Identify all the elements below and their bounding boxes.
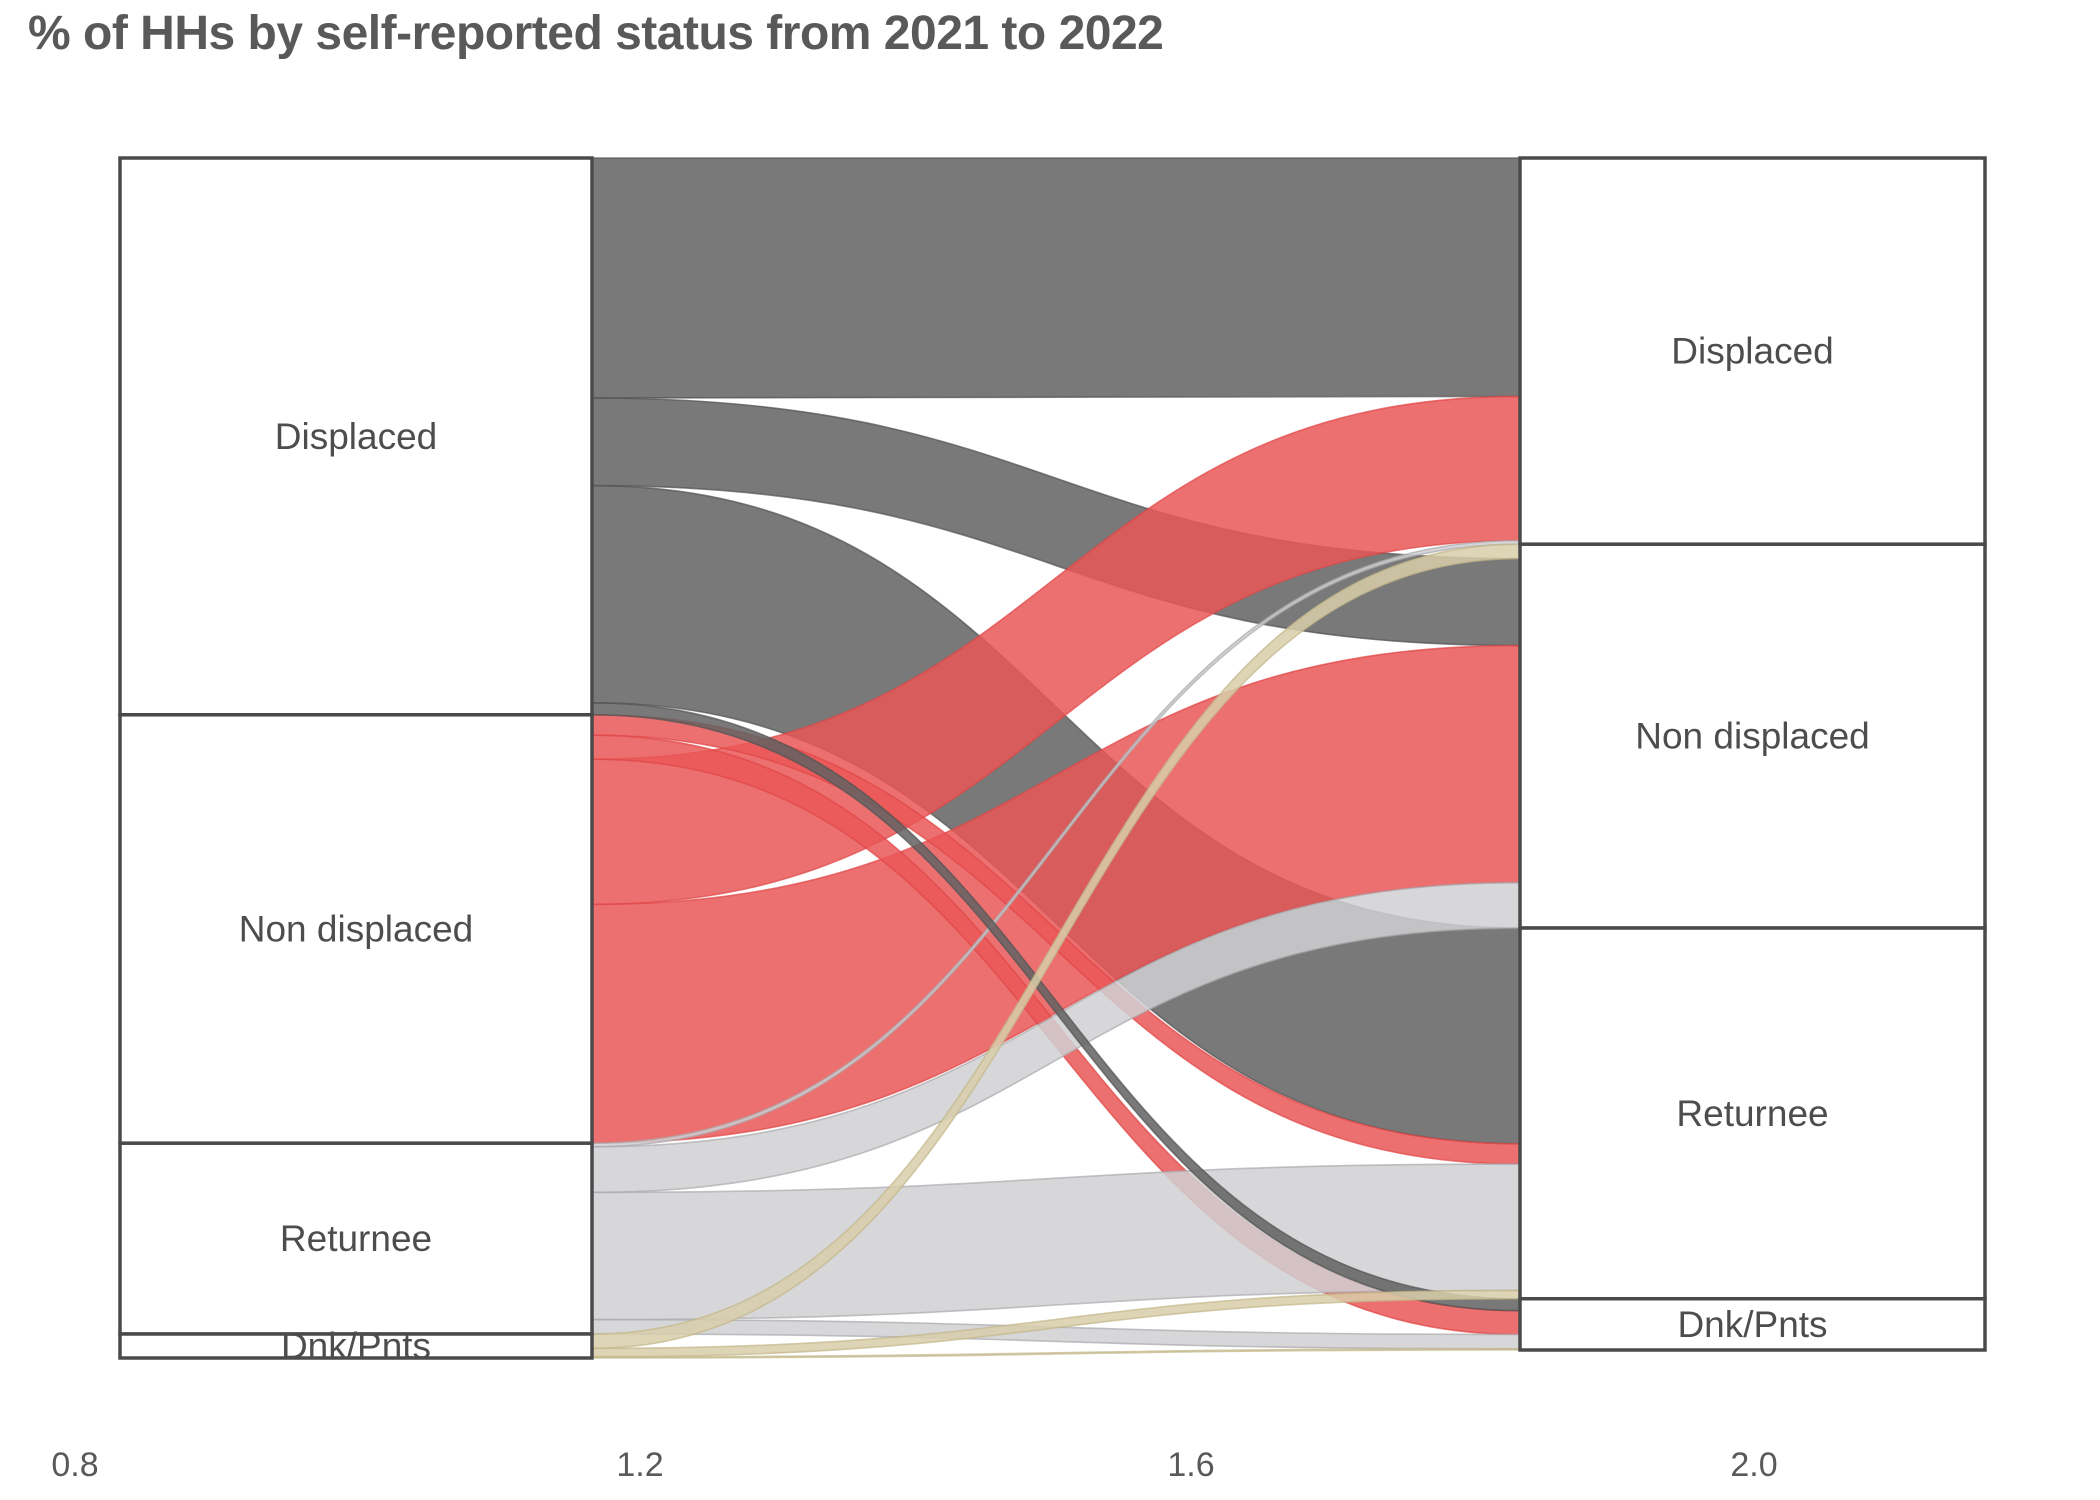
stratum-2022-returnee [1518,926,1987,1301]
stratum-label-2021-dnk-pnts: Dnk/Pnts [281,1326,431,1367]
x-axis-tick-0.8: 0.8 [51,1446,99,1484]
stratum-2021-non-displaced [118,713,594,1145]
x-axis-tick-2.0: 2.0 [1730,1446,1778,1484]
chart-title: % of HHs by self-reported status from 20… [28,7,1164,60]
stratum-label-2021-non-displaced: Non displaced [239,909,473,950]
stratum-label-2022-returnee: Returnee [1676,1093,1828,1134]
stratum-2022-dnk-pnts [1518,1296,1987,1352]
stratum-2022-displaced [1518,156,1987,546]
x-axis-tick-1.6: 1.6 [1167,1446,1215,1484]
stratum-label-2022-dnk-pnts: Dnk/Pnts [1677,1304,1827,1345]
stratum-label-2021-displaced: Displaced [275,416,437,457]
stratum-2021-returnee [118,1141,594,1336]
stratum-label-2021-returnee: Returnee [280,1218,432,1259]
x-axis-tick-1.2: 1.2 [616,1446,664,1484]
flow-displaced-to-displaced [591,157,1521,399]
stratum-label-2022-displaced: Displaced [1671,331,1833,372]
stratum-2022-non-displaced [1518,542,1987,930]
stratum-label-2022-non-displaced: Non displaced [1635,716,1869,757]
stratum-2021-dnk-pnts [118,1332,594,1360]
